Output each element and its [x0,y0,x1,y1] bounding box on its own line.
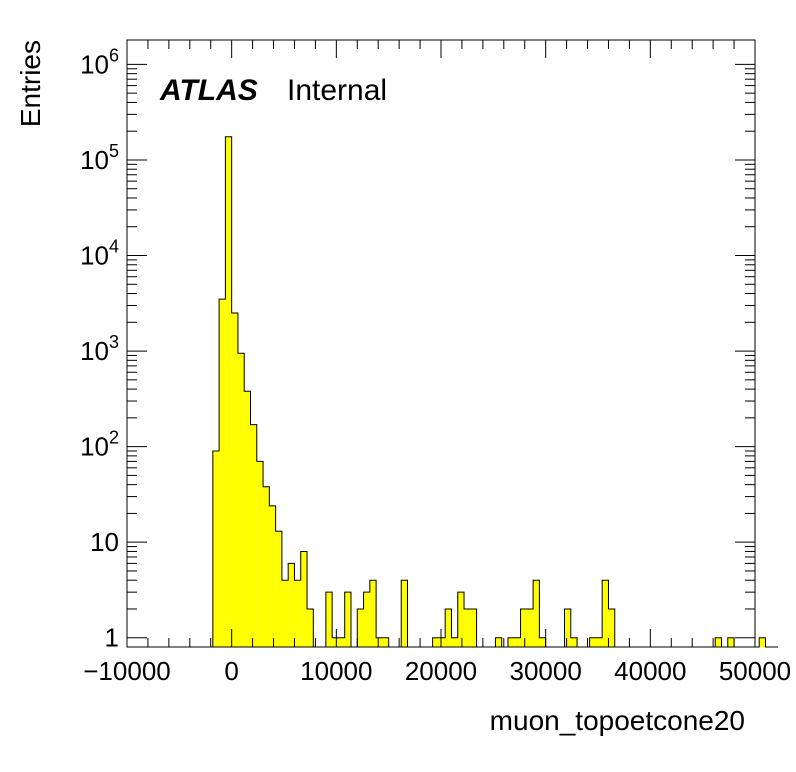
histogram-bin [401,580,408,647]
histogram-bin [514,637,521,647]
histogram-bin [294,580,301,647]
histogram-bin [382,637,389,647]
x-tick-label: 50000 [719,656,791,686]
histogram-bin [602,580,609,647]
y-tick-label: 103 [80,332,119,366]
y-tick-label: 10 [90,527,119,557]
histogram-bin [237,353,245,647]
histogram-bin [212,450,220,647]
histogram-bin [570,637,578,647]
histogram-bin [589,637,596,647]
histogram-bin [344,592,351,647]
histogram-bin [727,637,735,647]
y-tick-label: 1 [105,623,119,653]
histogram-bin [445,608,452,647]
internal-label: Internal [287,74,387,107]
axis-ticks [126,40,756,647]
histogram-bin [533,580,540,647]
histogram-bin [288,563,295,647]
histogram-bin [507,637,515,647]
histogram-bin [369,580,377,647]
histogram-bin [595,637,603,647]
histogram-bin [526,608,534,647]
histogram-bin [520,608,527,647]
y-tick-label: 105 [80,141,119,175]
histogram-bin [457,592,465,647]
histogram-bin [715,637,722,647]
x-tick-label: 30000 [510,656,582,686]
histogram-bin [269,505,276,647]
histogram-bin [438,637,446,647]
y-tick-label: 106 [80,45,119,79]
histogram-bin [250,424,257,647]
histogram-bin [325,592,333,647]
histogram-bin [608,608,615,647]
histogram-bin [275,531,282,647]
histogram-bin [263,486,270,647]
x-axis-label: muon_topoetcone20 [490,705,745,736]
y-tick-label: 104 [80,237,119,271]
histogram-bin [759,637,766,647]
y-axis-label: Entries [15,40,46,127]
histogram-bin [470,608,477,647]
x-tick-label: −10000 [83,656,170,686]
histogram-bin [281,580,289,647]
histogram-bin [332,637,339,647]
histogram-bin [244,391,251,647]
histogram-bin [363,592,370,647]
atlas-brand-label: ATLAS [159,74,258,107]
histogram-bin [357,608,364,647]
x-tick-label: 10000 [300,656,372,686]
x-tick-label: 20000 [405,656,477,686]
histogram-bin [300,551,308,647]
histogram-bin [539,637,546,647]
x-tick-labels: −10000 0 10000 20000 30000 40000 50000 [83,656,791,686]
histogram-bars [212,136,779,648]
histogram-outline [212,136,779,648]
x-tick-label: 40000 [614,656,686,686]
histogram-bin [564,608,571,647]
y-tick-labels: 1 10 102 103 104 105 106 [80,45,119,652]
histogram-bin [219,299,226,647]
histogram-bin [451,637,458,647]
histogram-bin [231,313,238,647]
histogram-bin [464,608,471,647]
histogram-bin [307,608,314,647]
histogram-bin [495,637,502,647]
histogram-bin [256,461,264,647]
histogram-bin [338,637,345,647]
x-tick-label: 0 [224,656,238,686]
histogram-bin [432,637,439,647]
histogram-bin [376,637,383,647]
y-tick-label: 102 [80,428,119,462]
histogram-bin [225,136,232,647]
